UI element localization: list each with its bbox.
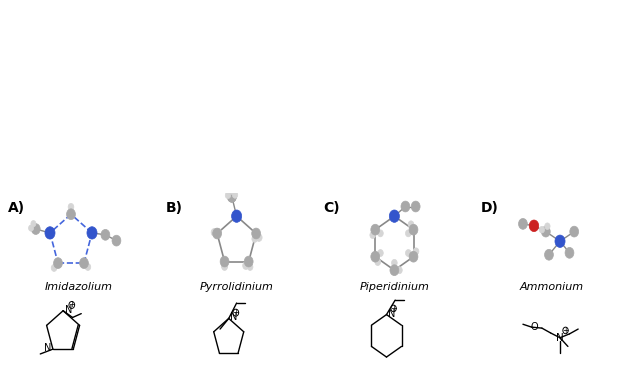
Circle shape (232, 191, 238, 198)
Text: C): C) (323, 201, 340, 215)
Circle shape (227, 191, 236, 202)
Circle shape (409, 251, 418, 262)
Circle shape (87, 227, 97, 239)
Circle shape (31, 220, 36, 227)
Circle shape (565, 247, 574, 258)
Circle shape (112, 235, 121, 246)
Circle shape (371, 224, 380, 235)
Circle shape (413, 248, 419, 255)
Circle shape (391, 259, 398, 266)
Circle shape (390, 265, 399, 276)
Circle shape (252, 235, 257, 242)
Circle shape (221, 262, 228, 269)
Circle shape (227, 191, 236, 202)
Text: N: N (388, 309, 396, 318)
Circle shape (67, 209, 76, 220)
Circle shape (397, 267, 403, 274)
Circle shape (406, 250, 411, 257)
Circle shape (232, 210, 242, 222)
Text: D): D) (481, 201, 499, 215)
Text: N: N (230, 313, 237, 322)
Text: N: N (44, 343, 51, 353)
Circle shape (408, 221, 414, 228)
Circle shape (409, 224, 418, 235)
Circle shape (540, 226, 545, 233)
Circle shape (375, 259, 380, 266)
Circle shape (555, 235, 565, 247)
Circle shape (243, 262, 249, 269)
Circle shape (545, 249, 553, 260)
Text: +: + (390, 304, 397, 313)
Circle shape (389, 210, 399, 222)
Circle shape (545, 223, 550, 229)
Circle shape (101, 229, 110, 240)
Circle shape (247, 264, 253, 271)
Text: A): A) (8, 201, 25, 215)
Text: N: N (556, 333, 564, 343)
Circle shape (229, 188, 235, 194)
Text: B): B) (165, 201, 182, 215)
Text: O: O (531, 322, 538, 332)
Text: +: + (562, 326, 569, 335)
Circle shape (252, 228, 261, 239)
Circle shape (211, 229, 218, 236)
Circle shape (541, 226, 550, 237)
Circle shape (225, 192, 231, 198)
Circle shape (80, 258, 88, 269)
Circle shape (213, 228, 221, 239)
Circle shape (51, 264, 57, 271)
Circle shape (256, 234, 262, 241)
Circle shape (220, 256, 229, 267)
Circle shape (244, 256, 253, 267)
Circle shape (32, 223, 40, 234)
Circle shape (377, 250, 383, 256)
Circle shape (28, 225, 33, 231)
Circle shape (85, 264, 91, 271)
Circle shape (216, 229, 221, 235)
Circle shape (570, 226, 579, 237)
Text: Ammonium: Ammonium (520, 282, 584, 291)
Text: Piperidinium: Piperidinium (360, 282, 429, 291)
Circle shape (406, 230, 411, 237)
Circle shape (221, 264, 227, 271)
Text: N: N (66, 305, 73, 315)
Circle shape (68, 203, 74, 210)
Circle shape (411, 201, 420, 212)
Text: +: + (232, 308, 239, 317)
Circle shape (519, 218, 528, 229)
Circle shape (371, 251, 380, 262)
Text: +: + (68, 300, 75, 310)
Circle shape (54, 258, 62, 269)
Circle shape (370, 232, 375, 239)
Circle shape (377, 230, 383, 237)
Text: Imidazolium: Imidazolium (45, 282, 113, 291)
Text: Pyrrolidinium: Pyrrolidinium (199, 282, 274, 291)
Circle shape (529, 220, 539, 232)
Circle shape (401, 201, 410, 212)
Circle shape (45, 227, 55, 239)
